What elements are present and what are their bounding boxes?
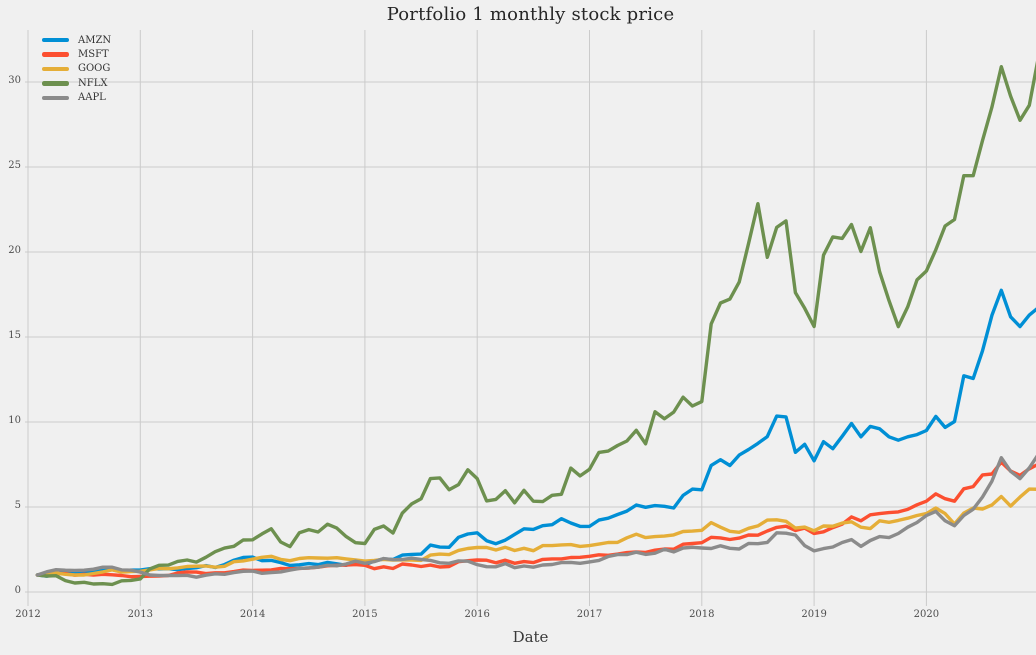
legend-swatch-goog bbox=[42, 66, 69, 72]
series-line-amzn bbox=[35, 288, 1036, 578]
legend-swatch-aapl bbox=[42, 95, 69, 100]
legend-swatch-msft bbox=[42, 52, 69, 57]
x-axis-tick-label: 2014 bbox=[239, 609, 266, 620]
legend-item-goog: GOOG bbox=[42, 62, 111, 76]
x-axis-tick-label: 2013 bbox=[127, 609, 154, 620]
series-lines bbox=[35, 60, 1036, 587]
legend-label: NFLX bbox=[78, 77, 108, 89]
y-axis-tick-label: 25 bbox=[8, 160, 21, 171]
y-axis-tick-label: 5 bbox=[14, 500, 21, 511]
chart-title: Portfolio 1 monthly stock price bbox=[386, 4, 675, 25]
legend-swatch-amzn bbox=[42, 37, 69, 43]
series-line-msft bbox=[35, 460, 1036, 579]
x-axis-tick-label: 2020 bbox=[913, 609, 940, 620]
legend-swatch-nflx bbox=[42, 81, 69, 86]
series-line-goog bbox=[35, 487, 1036, 577]
series-line-aapl bbox=[35, 454, 1036, 579]
legend-item-aapl: AAPL bbox=[42, 91, 111, 105]
y-axis-tick-label: 20 bbox=[8, 245, 21, 256]
x-axis-tick-label: 2016 bbox=[464, 609, 490, 620]
x-axis-tick-label: 2017 bbox=[576, 609, 603, 620]
legend: AMZN MSFT GOOG NFLX AAPL bbox=[42, 33, 111, 105]
legend-item-nflx: NFLX bbox=[42, 76, 111, 90]
legend-label: AMZN bbox=[78, 34, 112, 46]
y-axis-tick-label: 0 bbox=[14, 585, 21, 596]
y-axis-tick-label: 30 bbox=[8, 75, 21, 86]
y-axis-tick-label: 10 bbox=[8, 415, 21, 426]
legend-item-msft: MSFT bbox=[42, 47, 111, 61]
legend-label: MSFT bbox=[78, 49, 109, 61]
series-line-nflx bbox=[35, 60, 1036, 587]
legend-item-amzn: AMZN bbox=[42, 33, 111, 47]
y-axis-tick-label: 15 bbox=[8, 330, 21, 341]
x-axis-tick-label: 2015 bbox=[352, 609, 378, 620]
legend-label: AAPL bbox=[78, 92, 106, 104]
x-axis-label: Date bbox=[512, 628, 549, 646]
x-axis-tick-label: 2012 bbox=[15, 609, 41, 620]
x-axis-tick-label: 2018 bbox=[689, 609, 715, 620]
x-axis-tick-label: 2019 bbox=[801, 609, 827, 620]
grid-lines bbox=[25, 30, 1036, 606]
legend-label: GOOG bbox=[78, 63, 111, 75]
